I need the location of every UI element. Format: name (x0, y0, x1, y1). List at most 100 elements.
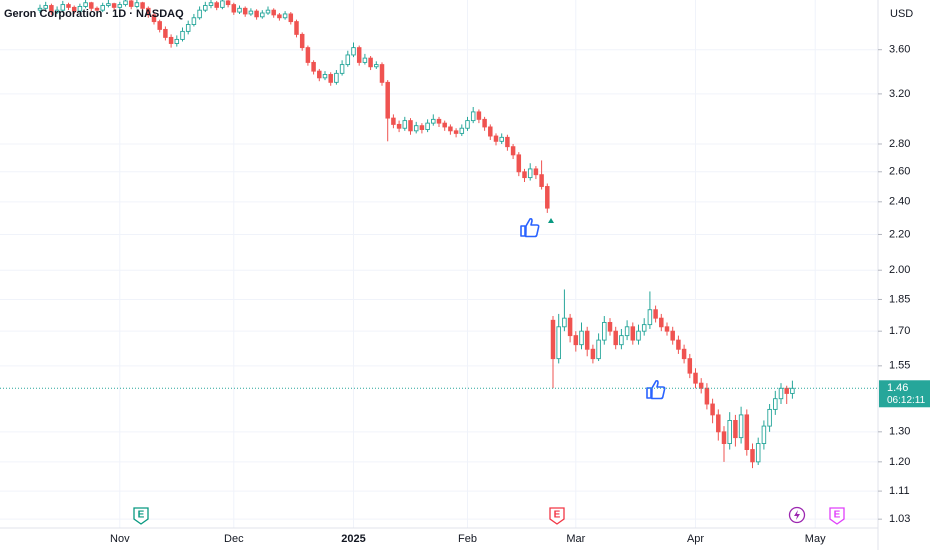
candle-body (203, 5, 208, 11)
candle-body (738, 414, 744, 439)
candle-body (368, 57, 373, 68)
candle-body (579, 330, 584, 346)
event-icon (788, 506, 806, 524)
candle-body (510, 146, 516, 156)
y-tick-label: 1.70 (889, 325, 910, 337)
candle-body (539, 174, 544, 187)
candle-body (94, 7, 100, 11)
x-tick-label: Nov (110, 533, 130, 545)
earnings-icon (829, 507, 845, 525)
y-tick-label: 1.30 (889, 426, 910, 438)
candle-body (619, 335, 624, 346)
x-tick-label: May (805, 533, 826, 545)
candle-body (174, 38, 180, 44)
candle-body (482, 118, 487, 128)
candle-body (773, 398, 778, 410)
candle-body (556, 326, 561, 360)
candle-body (271, 9, 276, 16)
y-tick-label: 1.55 (889, 360, 910, 372)
candle-body (402, 120, 408, 129)
y-tick-label: 1.20 (889, 456, 910, 468)
candle-body (60, 4, 66, 11)
candle-body (533, 168, 539, 176)
candle-body (305, 47, 311, 63)
candle-body (408, 120, 413, 132)
earnings-label: E (834, 510, 841, 521)
candle-body (755, 443, 761, 463)
candle-body (123, 0, 128, 6)
candle-body (322, 74, 328, 79)
candle-body (362, 57, 368, 63)
candle-body (687, 358, 693, 374)
candle-body (710, 403, 715, 416)
candle-body (89, 2, 94, 9)
candle-body (670, 330, 675, 341)
candle-body (784, 387, 789, 394)
y-tick-label: 1.85 (889, 293, 910, 305)
candle-body (214, 2, 219, 8)
candle-body (265, 9, 271, 14)
candle-body (339, 64, 345, 74)
candle-body (636, 330, 641, 341)
candle-body (117, 4, 123, 8)
earnings-label: E (138, 510, 145, 521)
candle-body (573, 335, 579, 346)
candle-body (413, 125, 419, 132)
candle-body (54, 9, 60, 13)
candle-body (277, 14, 282, 19)
candle-body (391, 117, 396, 125)
candle-body (647, 309, 653, 326)
candle-body (225, 0, 231, 6)
candle-body (180, 30, 185, 40)
candle-body (260, 12, 265, 18)
candle-body (311, 61, 316, 72)
candle-body (385, 81, 390, 119)
candle-body (721, 431, 727, 444)
candle-body (425, 122, 430, 130)
candle-body (790, 387, 795, 394)
candle-body (664, 326, 670, 332)
candle-body (242, 7, 248, 15)
candle-body (49, 5, 54, 13)
candle-body (476, 111, 482, 120)
candle-body (379, 64, 385, 83)
candle-body (550, 319, 556, 360)
candle-body (248, 10, 254, 15)
candle-body (294, 21, 299, 35)
candle-body (345, 54, 351, 66)
candle-body (522, 171, 527, 179)
candle-body (778, 387, 784, 400)
candle-body (197, 9, 202, 19)
y-tick-label: 2.60 (889, 166, 910, 178)
candle-body (448, 126, 453, 132)
candle-body (733, 419, 738, 439)
candle-body (299, 33, 305, 49)
candle-body (499, 136, 504, 142)
chart-title: Geron Corporation · 1D · NASDAQ (4, 8, 184, 20)
candle-body (111, 3, 117, 8)
candle-body (488, 126, 493, 137)
candle-body (505, 136, 510, 148)
candle-body (134, 2, 140, 7)
candle-body (288, 13, 294, 23)
x-tick-label: Apr (687, 533, 704, 545)
candle-body (562, 317, 567, 328)
candle-body (516, 154, 522, 173)
candle-body (254, 10, 259, 18)
candle-body (567, 317, 573, 337)
countdown-label: 06:12:11 (887, 395, 926, 406)
x-tick-label: 2025 (341, 533, 365, 545)
candle-body (698, 382, 704, 389)
candle-body (396, 123, 402, 129)
candle-body (716, 414, 721, 433)
candle-body (374, 64, 379, 68)
candle-body (37, 7, 43, 11)
thumbs-up-icon (646, 379, 666, 400)
y-tick-label: 3.60 (889, 44, 910, 56)
candle-body (704, 387, 710, 405)
candle-body (602, 322, 607, 341)
candle-body (71, 6, 77, 12)
